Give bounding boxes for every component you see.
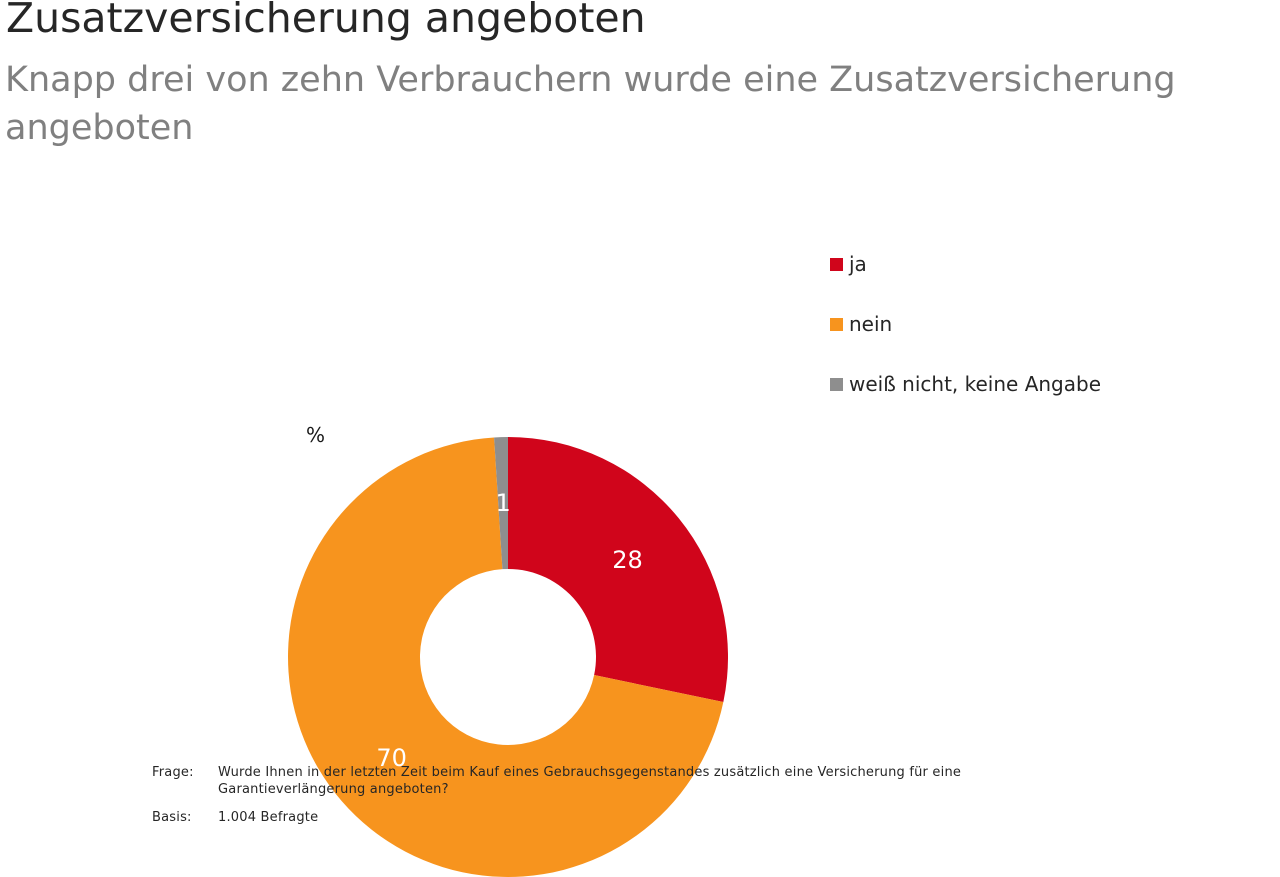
page-subtitle: Knapp drei von zehn Verbrauchern wurde e… <box>5 60 1176 148</box>
legend-swatch-weiss-nicht <box>830 377 843 391</box>
legend-label-ja: ja <box>849 252 867 276</box>
donut-slice-value-0: 28 <box>612 546 643 574</box>
basis-label: Basis: <box>152 810 192 825</box>
page-title: Zusatzversicherung angeboten <box>6 0 646 42</box>
unit-label: % <box>306 423 326 447</box>
frage-text: Wurde Ihnen in der letzten Zeit beim Kau… <box>218 765 962 797</box>
legend-swatch-ja <box>830 257 843 271</box>
legend-item-nein: nein <box>830 314 1101 334</box>
frage-label: Frage: <box>152 765 194 780</box>
basis-text: 1.004 Befragte <box>218 810 319 825</box>
donut-chart: % 28 70 1 <box>0 200 820 877</box>
legend-item-weiss-nicht: weiß nicht, keine Angabe <box>830 374 1101 394</box>
donut-slice-0 <box>508 437 728 703</box>
chart-legend: ja nein weiß nicht, keine Angabe <box>830 254 1101 394</box>
legend-item-ja: ja <box>830 254 1101 274</box>
legend-label-nein: nein <box>849 312 893 336</box>
donut-slice-1 <box>288 437 724 877</box>
footnote-block: Frage: Wurde Ihnen in der letzten Zeit b… <box>152 764 1098 826</box>
legend-swatch-nein <box>830 317 843 331</box>
legend-label-weiss-nicht: weiß nicht, keine Angabe <box>849 372 1102 396</box>
donut-slice-value-1: 70 <box>376 744 407 772</box>
donut-slice-value-2: 1 <box>495 489 510 517</box>
donut-slice-2 <box>494 437 508 570</box>
donut-svg: 28 70 1 <box>288 437 728 877</box>
